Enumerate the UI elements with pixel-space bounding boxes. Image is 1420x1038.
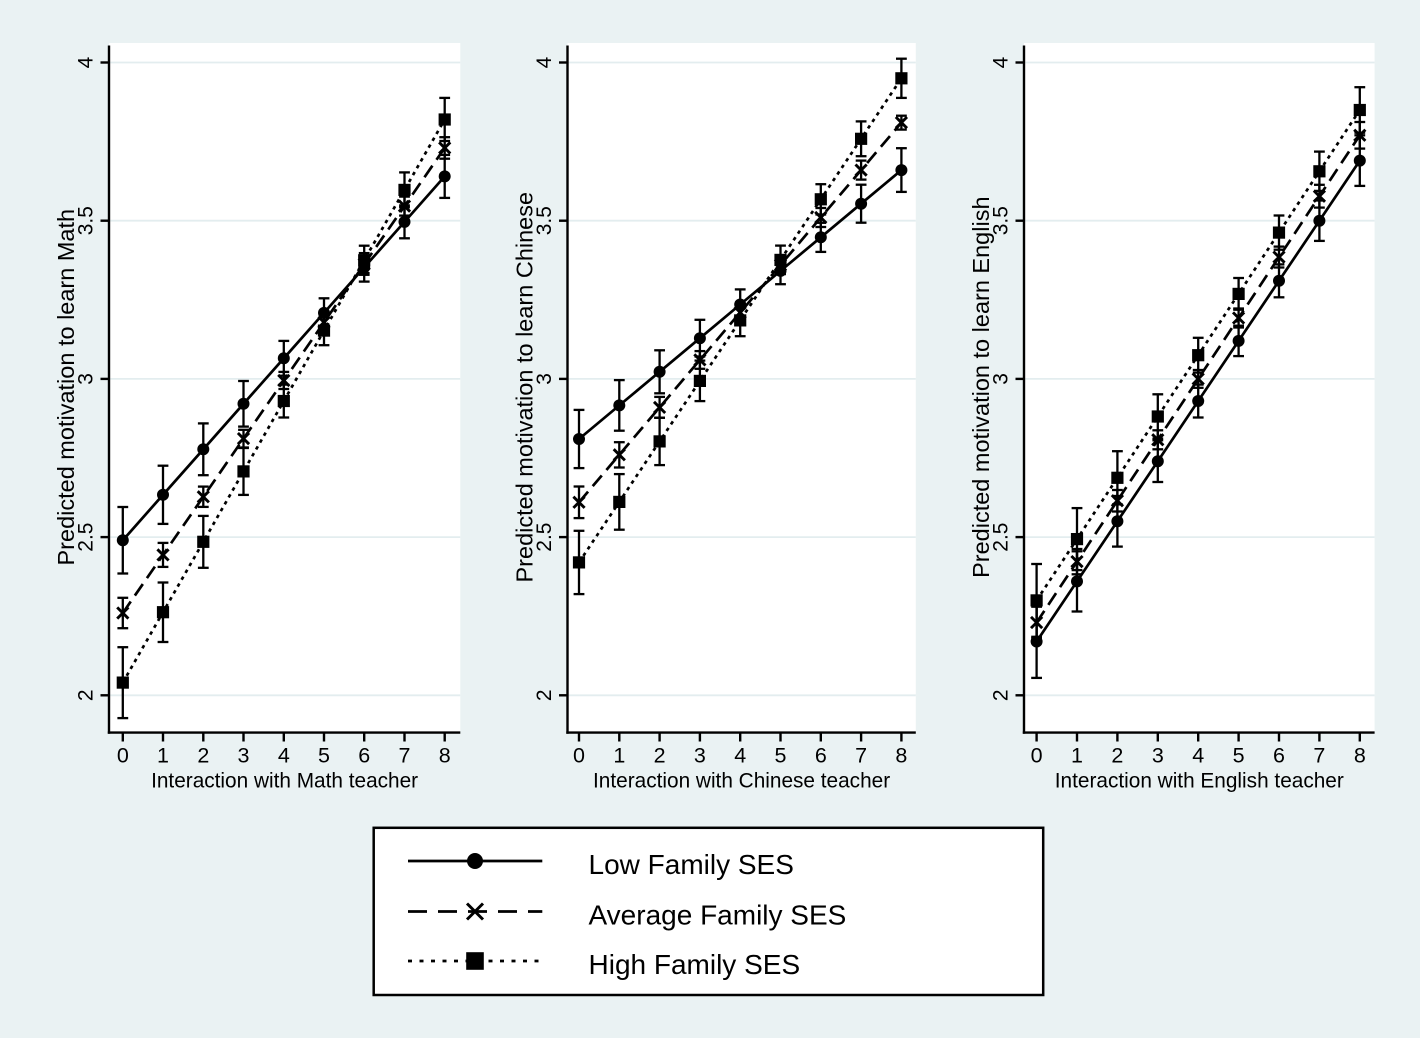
svg-text:1: 1 — [613, 744, 625, 768]
svg-text:2: 2 — [654, 744, 666, 768]
svg-text:6: 6 — [358, 744, 370, 768]
svg-text:7: 7 — [855, 744, 867, 768]
svg-text:Predicted motivation to learn: Predicted motivation to learn English — [968, 196, 994, 577]
svg-text:4: 4 — [533, 56, 556, 68]
svg-text:8: 8 — [1354, 744, 1366, 768]
svg-text:3: 3 — [1152, 744, 1164, 768]
svg-text:Average Family SES: Average Family SES — [589, 900, 847, 931]
svg-text:4: 4 — [1192, 744, 1204, 768]
svg-text:4: 4 — [734, 744, 746, 768]
svg-text:3: 3 — [990, 373, 1013, 385]
svg-text:4: 4 — [75, 56, 98, 68]
svg-text:2: 2 — [75, 689, 98, 701]
svg-text:4: 4 — [278, 744, 290, 768]
svg-text:High Family SES: High Family SES — [589, 949, 801, 980]
svg-text:3: 3 — [533, 373, 556, 385]
svg-text:3.5: 3.5 — [75, 206, 98, 235]
svg-text:2.5: 2.5 — [75, 522, 98, 551]
svg-text:Low Family SES: Low Family SES — [589, 849, 794, 880]
svg-text:6: 6 — [815, 744, 827, 768]
svg-text:3.5: 3.5 — [533, 206, 556, 235]
svg-text:1: 1 — [1071, 744, 1083, 768]
svg-text:Predicted motivation to learn: Predicted motivation to learn Chinese — [512, 192, 538, 583]
svg-text:5: 5 — [1233, 744, 1245, 768]
svg-text:3: 3 — [694, 744, 706, 768]
svg-text:7: 7 — [1313, 744, 1325, 768]
svg-text:Predicted motivation to learn: Predicted motivation to learn Math — [53, 209, 79, 566]
svg-text:0: 0 — [117, 744, 129, 768]
svg-text:Interaction with Math teacher: Interaction with Math teacher — [151, 769, 418, 792]
svg-text:4: 4 — [990, 56, 1013, 68]
svg-text:2: 2 — [1111, 744, 1123, 768]
svg-text:1: 1 — [157, 744, 169, 768]
svg-text:2: 2 — [533, 689, 556, 701]
svg-text:Interaction with Chinese teach: Interaction with Chinese teacher — [593, 769, 890, 792]
svg-text:7: 7 — [399, 744, 411, 768]
svg-text:2: 2 — [990, 689, 1013, 701]
svg-text:2: 2 — [197, 744, 209, 768]
svg-text:2.5: 2.5 — [990, 522, 1013, 551]
svg-text:3: 3 — [238, 744, 250, 768]
svg-text:3: 3 — [75, 373, 98, 385]
svg-text:5: 5 — [318, 744, 330, 768]
svg-text:3.5: 3.5 — [990, 206, 1013, 235]
svg-text:0: 0 — [573, 744, 585, 768]
svg-text:0: 0 — [1031, 744, 1043, 768]
svg-text:2.5: 2.5 — [533, 522, 556, 551]
svg-text:8: 8 — [439, 744, 451, 768]
svg-text:6: 6 — [1273, 744, 1285, 768]
svg-text:5: 5 — [775, 744, 787, 768]
svg-text:8: 8 — [895, 744, 907, 768]
svg-text:Interaction with English teach: Interaction with English teacher — [1055, 769, 1344, 792]
